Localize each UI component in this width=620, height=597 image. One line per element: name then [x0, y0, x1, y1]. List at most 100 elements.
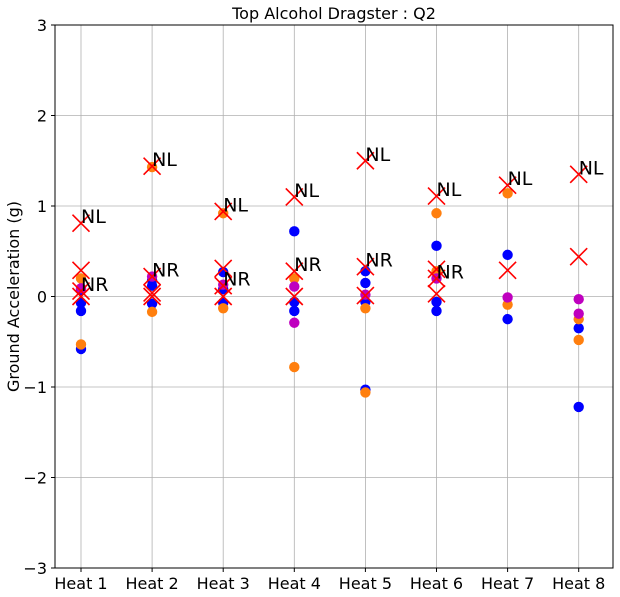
- x-marker-stroke: [427, 269, 446, 288]
- x-marker-stroke: [356, 286, 375, 305]
- x-marker-stroke: [71, 282, 91, 301]
- y-tick-label: 1: [37, 197, 47, 216]
- blue-point: [431, 305, 442, 317]
- annotation-label: NL: [365, 144, 390, 166]
- y-tick-label: 2: [37, 107, 47, 126]
- orange-point: [573, 334, 584, 346]
- red-x-marker: [143, 157, 162, 176]
- x-marker-stroke: [143, 287, 162, 306]
- magenta-point: [502, 292, 513, 303]
- blue-point: [218, 266, 229, 278]
- blue-point: [75, 305, 87, 317]
- annotation-label: NL: [223, 194, 248, 216]
- orange-point: [360, 387, 371, 398]
- orange-point: [218, 208, 229, 219]
- red-x-marker: [71, 287, 91, 306]
- red-x-marker: [427, 269, 446, 288]
- annotation-label: NL: [437, 179, 462, 201]
- red-x-marker: [71, 214, 91, 233]
- orange-point: [146, 306, 158, 318]
- red-x-marker: [356, 151, 375, 170]
- red-x-marker: [356, 257, 375, 276]
- y-axis: −3 −2 −1 0 1 2 3: [23, 16, 55, 578]
- magenta-point: [75, 283, 87, 294]
- annotation-label: NR: [152, 260, 179, 282]
- red-x-marker: [285, 287, 304, 306]
- red-x-marker: [427, 260, 446, 279]
- red-x-marker: [214, 259, 233, 278]
- x-marker-stroke: [498, 261, 517, 280]
- x-marker-stroke: [569, 165, 588, 184]
- red-x-marker: [356, 286, 375, 305]
- orange-point: [502, 188, 513, 199]
- magenta-point: [573, 294, 584, 305]
- blue-point: [431, 296, 442, 308]
- x-marker-stroke: [356, 151, 375, 170]
- blue-point: [289, 296, 300, 308]
- red-x-marker: [285, 187, 304, 207]
- x-marker-stroke: [214, 259, 233, 278]
- x-marker-stroke: [71, 287, 91, 306]
- y-tick-label: 3: [37, 16, 47, 35]
- x-marker-stroke: [143, 267, 162, 286]
- x-marker-stroke: [356, 257, 375, 276]
- y-tick-label: −3: [23, 559, 47, 578]
- blue-point: [360, 277, 371, 289]
- x-tick-label: Heat 4: [268, 574, 321, 593]
- magenta-point: [289, 281, 300, 292]
- red-x-marker: [143, 283, 162, 302]
- red-x-marker: [427, 186, 446, 206]
- orange-point: [431, 208, 442, 219]
- x-tick-label: Heat 1: [54, 574, 107, 593]
- x-marker-stroke: [498, 176, 517, 195]
- red-x-marker: [143, 267, 162, 286]
- y-tick-label: 0: [37, 288, 47, 307]
- magenta-point: [289, 317, 300, 328]
- x-marker-stroke: [285, 187, 304, 207]
- y-axis-label: Ground Acceleration (g): [4, 201, 23, 392]
- annotation-label: NR: [223, 269, 250, 291]
- x-marker-stroke: [143, 283, 162, 302]
- annotation-label: NL: [81, 206, 106, 228]
- red-x-marker: [498, 261, 517, 280]
- red-x-marker: [285, 262, 304, 281]
- annotation-label: NL: [579, 157, 604, 179]
- x-marker-stroke: [71, 261, 91, 280]
- y-tick-label: −2: [23, 469, 47, 488]
- annotation-label: NR: [437, 261, 464, 283]
- x-marker-stroke: [285, 287, 304, 306]
- annotation-label: NR: [81, 274, 108, 296]
- orange-point: [218, 303, 229, 314]
- x-tick-label: Heat 2: [125, 574, 178, 593]
- magenta-point: [573, 308, 584, 319]
- blue-point: [289, 305, 300, 317]
- red-x-marker: [427, 284, 446, 303]
- x-marker-stroke: [143, 157, 162, 176]
- red-x-marker: [71, 261, 91, 280]
- blue-point: [573, 401, 584, 413]
- red-x-marker: [71, 282, 91, 301]
- x-tick-label: Heat 5: [339, 574, 392, 593]
- red-x-marker: [569, 165, 588, 184]
- x-tick-label: Heat 3: [197, 574, 250, 593]
- orange-point: [289, 361, 300, 373]
- annotation-label: NL: [508, 168, 533, 190]
- blue-point: [573, 322, 584, 334]
- x-marker-stroke: [71, 214, 91, 233]
- y-tick-label: −1: [23, 378, 47, 397]
- orange-point: [75, 273, 87, 284]
- annotation-label: NL: [152, 149, 177, 171]
- x-marker-stroke: [214, 287, 233, 306]
- blue-point: [502, 313, 513, 325]
- orange-point: [75, 339, 87, 350]
- blue-point: [75, 297, 87, 309]
- blue-point: [431, 240, 442, 252]
- orange-point: [360, 303, 371, 314]
- red-x-marker: [569, 247, 588, 266]
- x-marker-stroke: [427, 260, 446, 279]
- annotation-label: NR: [365, 250, 392, 272]
- red-x-marker: [498, 176, 517, 195]
- orange-point: [502, 299, 513, 310]
- x-marker-stroke: [427, 284, 446, 303]
